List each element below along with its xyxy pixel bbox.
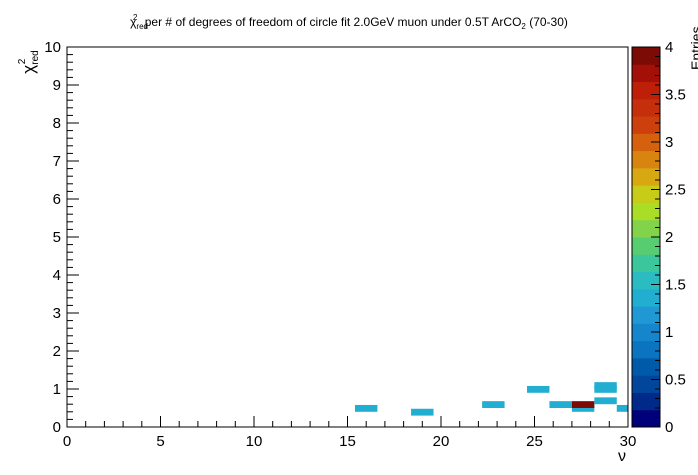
y-axis-label: χred2 (17, 50, 41, 73)
heatmap-cell (354, 404, 378, 412)
chart-title: χred2 per # of degrees of freedom of cir… (130, 13, 568, 31)
colorbar-axis-label: Entries (688, 26, 698, 70)
heatmap-cell (549, 401, 572, 408)
colorbar-tick-label: 4 (665, 39, 673, 56)
colorbar-segment (632, 375, 660, 393)
colorbar-tick-label: 1.5 (665, 277, 686, 294)
heatmap-cells (354, 382, 628, 416)
x-tick-label: 15 (339, 433, 356, 450)
title-tail: (70-30) (526, 15, 568, 29)
colorbar-segment (632, 116, 660, 134)
x-tick-label: 25 (526, 433, 543, 450)
colorbar-tick-label: 2 (665, 229, 673, 246)
heatmap-cell (616, 404, 628, 412)
colorbar-segment (632, 98, 660, 117)
heatmap-cell (594, 385, 617, 393)
heatmap-cell (594, 397, 617, 405)
y-tick-label: 9 (53, 77, 61, 94)
heatmap-cell (594, 382, 617, 389)
colorbar-segment (632, 288, 660, 307)
colorbar-segment (632, 219, 660, 238)
y-tick-label: 10 (44, 39, 61, 56)
x-tick-label: 30 (620, 433, 637, 450)
y-tick-label: 1 (53, 381, 61, 398)
y-axis: 0 1 2 3 4 5 6 7 8 9 10 (44, 39, 79, 436)
y-tick-label: 8 (53, 115, 61, 132)
title-sub2: 2 (521, 22, 526, 31)
colorbar-segment (632, 271, 660, 290)
colorbar-segment (632, 306, 660, 324)
colorbar-segment (632, 47, 660, 65)
colorbar-tick-label: 0 (665, 419, 673, 436)
colorbar-segment (632, 409, 660, 428)
y-tick-label: 2 (53, 343, 61, 360)
x-axis-label: ν (618, 448, 626, 465)
heatmap-cell (527, 385, 550, 393)
x-tick-label: 20 (433, 433, 450, 450)
colorbar-tick-label: 1 (665, 324, 673, 341)
title-text: per # of degrees of freedom of circle fi… (141, 15, 521, 29)
title-sub: red (136, 22, 148, 31)
colorbar-segment (632, 340, 660, 359)
ylabel-chi: χ (19, 65, 38, 74)
x-tick-label: 5 (156, 433, 164, 450)
colorbar-segment (632, 185, 660, 203)
y-tick-label: 0 (53, 419, 61, 436)
heatmap-cell (571, 401, 595, 408)
colorbar-segment (632, 202, 660, 221)
colorbar-tick-label: 3.5 (665, 87, 686, 104)
ylabel-sup: 2 (17, 58, 28, 64)
colorbar-segment (632, 81, 660, 100)
heatmap-cell (571, 404, 595, 412)
colorbar-segment (632, 167, 660, 186)
colorbar-tick-label: 2.5 (665, 182, 686, 199)
colorbar-segment (632, 150, 660, 169)
colorbar-tick-label: 0.5 (665, 372, 686, 389)
colorbar-tick-label: 3 (665, 134, 673, 151)
colorbar-segment (632, 392, 660, 411)
y-tick-label: 7 (53, 153, 61, 170)
colorbar: 0 0.5 1 1.5 2 2.5 3 3.5 4 (631, 39, 686, 436)
colorbar-segment (632, 64, 660, 83)
ylabel-sub: red (30, 50, 41, 64)
x-tick-label: 10 (246, 433, 263, 450)
y-tick-label: 5 (53, 229, 61, 246)
x-axis: 0 5 10 15 20 25 30 (63, 416, 637, 450)
svg-text:χred2: χred2 (17, 50, 41, 73)
colorbar-segment (632, 357, 660, 376)
y-tick-label: 4 (53, 267, 61, 284)
colorbar-segment (632, 133, 660, 152)
title-sup: 2 (133, 13, 138, 22)
plot-frame (66, 46, 629, 428)
y-tick-label: 3 (53, 305, 61, 322)
heatmap-cell (482, 401, 505, 408)
colorbar-segment (632, 254, 660, 273)
y-tick-label: 6 (53, 191, 61, 208)
heatmap-cell (411, 408, 434, 416)
colorbar-segment (632, 323, 660, 342)
colorbar-segment (632, 237, 660, 255)
title-chi: χ (130, 15, 137, 29)
x-tick-label: 0 (63, 433, 71, 450)
